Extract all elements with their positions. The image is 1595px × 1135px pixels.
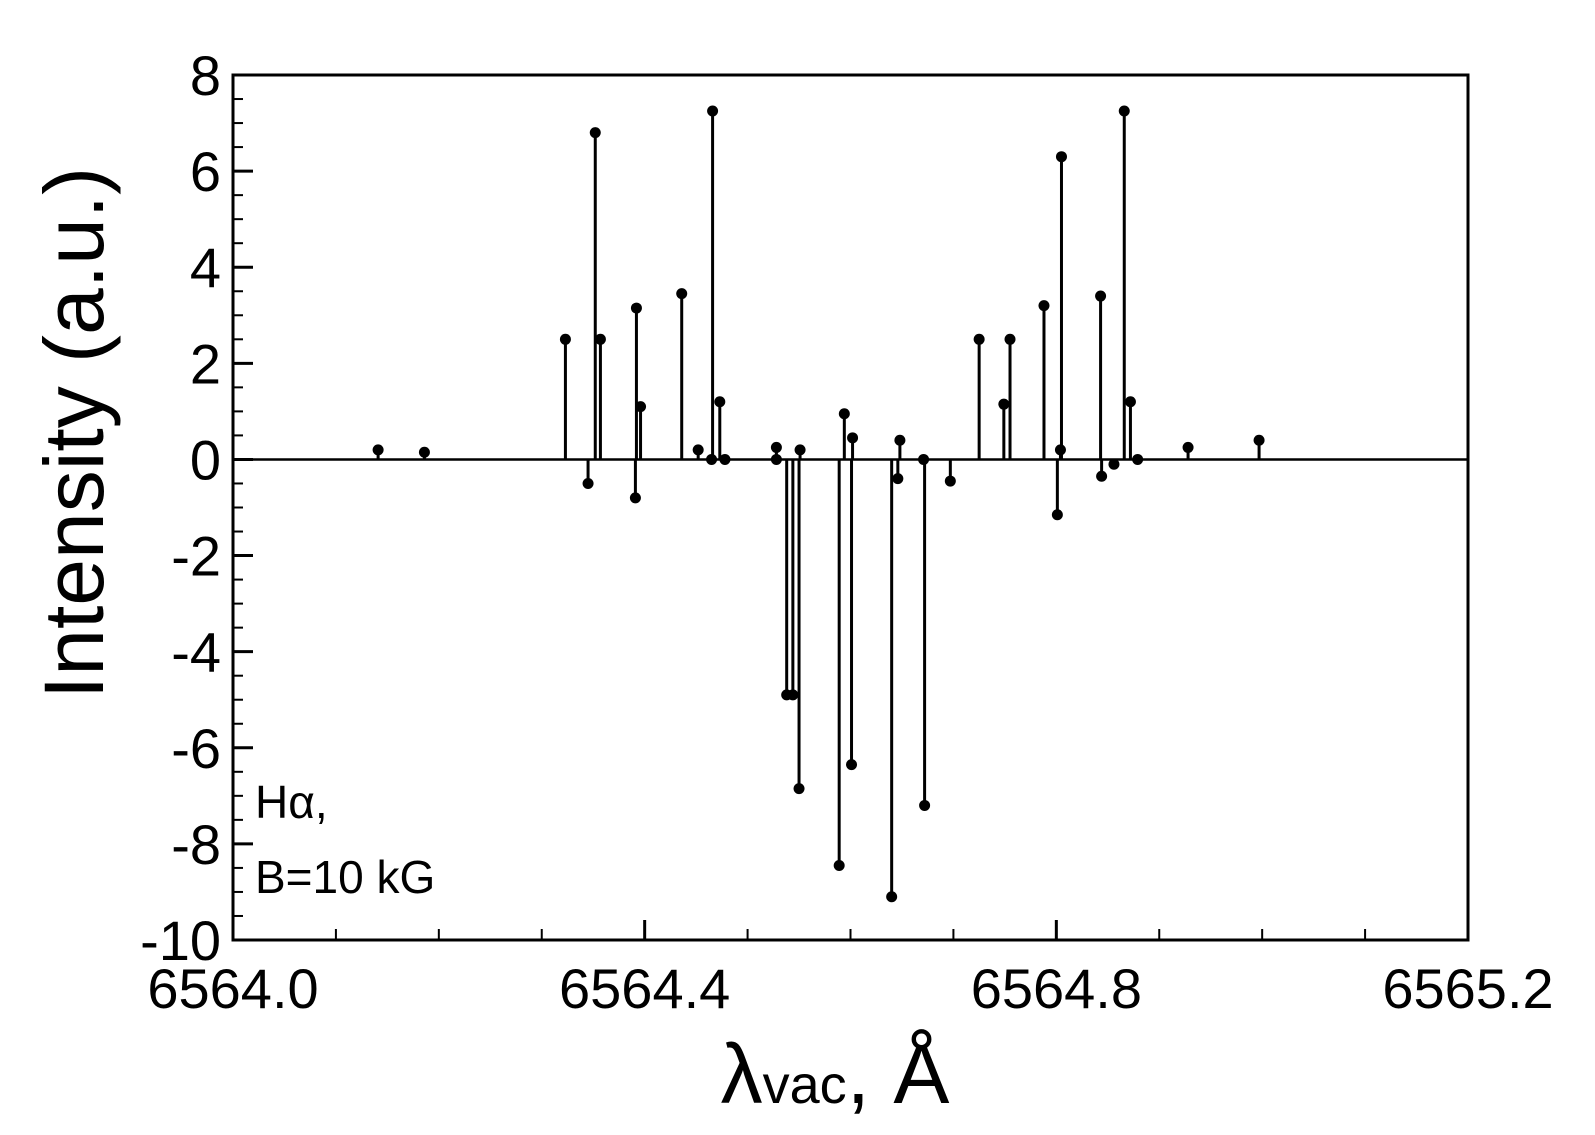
y-tick-label: -2 — [171, 525, 221, 588]
stem-marker — [594, 333, 606, 345]
stem-marker — [1095, 290, 1107, 302]
x-tick-label: 6565.2 — [1382, 957, 1553, 1020]
stem-marker — [1055, 151, 1067, 163]
stem-marker — [919, 799, 931, 811]
stem-marker — [787, 689, 799, 701]
y-tick-label: 8 — [190, 44, 221, 107]
y-tick-label: -6 — [171, 717, 221, 780]
stem-marker — [676, 288, 688, 300]
stem-marker — [630, 302, 642, 314]
stem-marker — [582, 477, 594, 489]
x-axis-title-subscript: vac — [763, 1055, 847, 1115]
stem-marker — [892, 473, 904, 485]
stem-marker — [770, 441, 782, 453]
stem-series — [372, 105, 1265, 903]
x-axis-title-unit: , Å — [847, 1027, 950, 1121]
stem-marker — [1004, 333, 1016, 345]
stem-marker — [1096, 470, 1108, 482]
stem-marker — [372, 444, 384, 456]
stem-marker — [719, 453, 731, 465]
x-axis-title-lambda: λ — [721, 1027, 763, 1121]
stem-marker — [793, 783, 805, 795]
y-axis-title: Intensity (a.u.) — [27, 167, 121, 699]
stem-marker — [794, 444, 806, 456]
stem-marker — [998, 398, 1010, 410]
stem-marker — [846, 759, 858, 771]
stem-marker — [1253, 434, 1265, 446]
stem-marker — [559, 333, 571, 345]
stem-marker — [707, 105, 719, 117]
y-tick-label: 6 — [190, 140, 221, 203]
stem-marker — [1182, 441, 1194, 453]
x-axis-title: λvac, Å — [721, 1027, 950, 1121]
stem-marker — [838, 408, 850, 420]
stem-marker — [833, 860, 845, 872]
stem-marker — [629, 492, 641, 504]
stem-marker — [1038, 300, 1050, 312]
stem-marker — [886, 891, 898, 903]
stem-marker — [714, 396, 726, 408]
stem-marker — [973, 333, 985, 345]
stem-marker — [692, 444, 704, 456]
annotation-line-2: B=10 kG — [255, 851, 435, 903]
stem-marker — [418, 446, 430, 458]
x-tick-label: 6564.4 — [559, 957, 730, 1020]
x-tick-label: 6564.8 — [971, 957, 1142, 1020]
y-tick-label: 2 — [190, 332, 221, 395]
axes: -10 -8 -6 -4 -2 0 2 4 6 8 6564.0 6564.4 6564.8 6565.2 — [140, 44, 1554, 1020]
stem-marker — [1124, 396, 1136, 408]
y-tick-label: -4 — [171, 621, 221, 684]
stem-marker — [894, 434, 906, 446]
stem-marker — [589, 127, 601, 139]
annotation-line-1: Hα, — [255, 776, 328, 828]
stem-marker — [1132, 453, 1144, 465]
stem-marker — [1108, 458, 1120, 470]
y-tick-label: 0 — [190, 428, 221, 491]
y-tick-label: 4 — [190, 236, 221, 299]
stem-marker — [1051, 509, 1063, 521]
y-tick-label: -8 — [171, 813, 221, 876]
x-tick-label: 6564.0 — [147, 957, 318, 1020]
y-tick-label: -10 — [140, 909, 221, 972]
stem-marker — [944, 475, 956, 487]
stem-marker — [635, 401, 647, 413]
stem-marker — [847, 432, 859, 444]
stem-marker — [1118, 105, 1130, 117]
